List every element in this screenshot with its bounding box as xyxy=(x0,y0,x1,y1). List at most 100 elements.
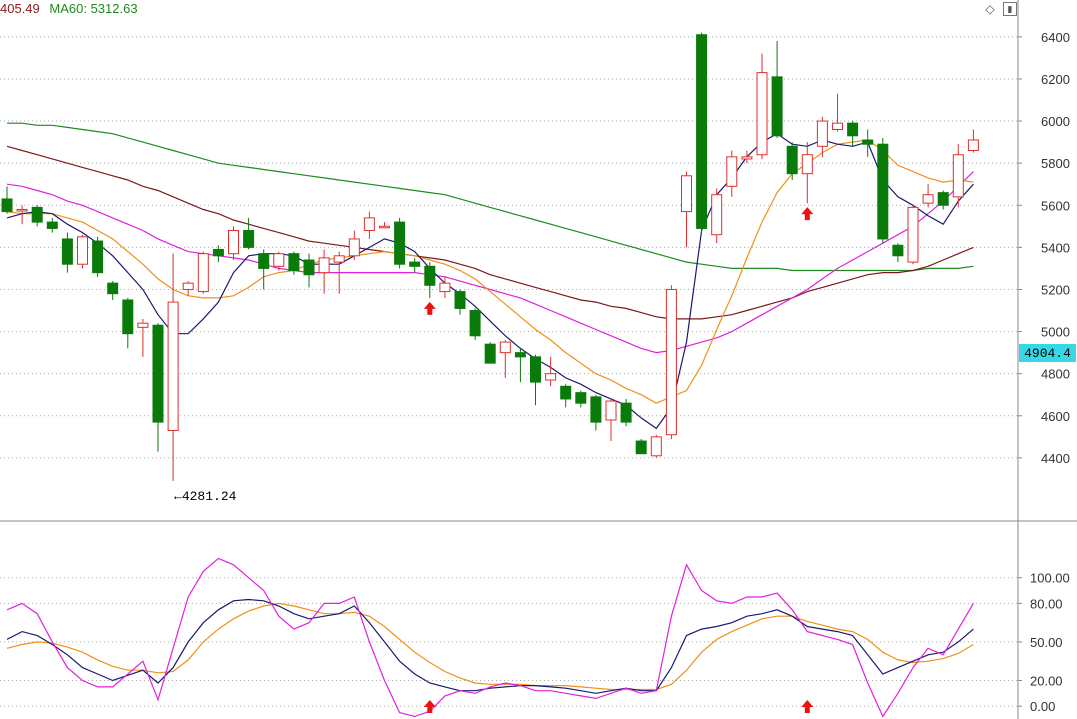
candle-down xyxy=(303,259,315,276)
price-tick-label: 5400 xyxy=(1041,240,1070,255)
candle-up xyxy=(605,400,617,421)
kdj-signal-arrow xyxy=(423,700,436,713)
candle-up xyxy=(348,238,360,257)
diamond-icon[interactable]: ◇ xyxy=(985,2,995,16)
candle-down xyxy=(696,34,708,229)
price-tick-label: 6200 xyxy=(1041,72,1070,87)
grid xyxy=(0,36,1018,707)
candle-down xyxy=(575,392,587,404)
candle-up xyxy=(756,72,768,156)
panel-toggle-icon[interactable]: ▮ xyxy=(1003,2,1017,16)
price-signal-arrow xyxy=(801,207,814,221)
candle-up xyxy=(167,301,179,432)
low-price-annotation: ←4281.24 xyxy=(174,489,237,504)
candle-up xyxy=(967,139,979,152)
candle-down xyxy=(424,265,436,286)
candle-down xyxy=(560,385,572,400)
candle-down xyxy=(937,192,949,206)
candle-up xyxy=(77,236,88,265)
candle-down xyxy=(620,402,632,423)
candle-up xyxy=(907,206,919,263)
ma60-line xyxy=(7,122,974,272)
kdj-tick-label: 80.00 xyxy=(1030,596,1063,611)
candle-up xyxy=(681,175,692,213)
low-price-value: 4281.24 xyxy=(181,489,237,504)
kdj-tick-label: 100.00 xyxy=(1030,571,1070,586)
candle-down xyxy=(1,198,13,213)
candle-down xyxy=(61,238,73,265)
candle-up xyxy=(741,156,753,160)
candle-down xyxy=(469,310,481,337)
candle-up xyxy=(711,194,723,236)
candle-up xyxy=(363,217,375,232)
candle-up xyxy=(273,253,285,267)
candle-down xyxy=(212,248,224,257)
moving-averages xyxy=(6,122,974,430)
price-tick-label: 4600 xyxy=(1041,409,1070,424)
ma30-line xyxy=(6,145,974,320)
ma20-line xyxy=(6,171,974,354)
candle-down xyxy=(258,253,270,269)
candle-down xyxy=(46,221,58,229)
price-tick-label: 5800 xyxy=(1041,156,1070,171)
kdj-tick-label: 50.00 xyxy=(1030,635,1063,650)
candle-down xyxy=(484,343,496,364)
candle-down xyxy=(107,282,119,295)
kdj-k-line xyxy=(6,598,974,694)
price-tick-label: 4400 xyxy=(1041,451,1070,466)
candle-down xyxy=(152,324,164,423)
kdj-j-line xyxy=(6,557,974,718)
price-tick-label: 6000 xyxy=(1041,114,1070,129)
candle-down xyxy=(409,261,421,267)
current-price-badge: 4904.4 xyxy=(1019,344,1076,362)
candle-up xyxy=(801,154,813,175)
candle-up xyxy=(665,288,677,436)
candle-down xyxy=(92,240,104,274)
candle-down xyxy=(454,291,466,309)
candle-up xyxy=(952,154,964,198)
ma5-line xyxy=(6,132,974,430)
candle-up xyxy=(137,322,149,328)
price-tick-label: 4800 xyxy=(1041,367,1070,382)
candle-up xyxy=(197,253,209,293)
kdj-tick-label: 0.00 xyxy=(1030,699,1055,714)
candle-up xyxy=(318,257,330,274)
candle-up xyxy=(816,120,828,147)
candle-up xyxy=(228,230,239,255)
ma60-value: MA60: 5312.63 xyxy=(49,1,138,16)
ma10-line xyxy=(6,139,974,404)
candle-down xyxy=(243,230,255,248)
candle-up xyxy=(379,225,390,229)
candle-up xyxy=(499,341,511,354)
price-tick-label: 5600 xyxy=(1041,198,1070,213)
candle-down xyxy=(122,299,134,335)
candle-down xyxy=(862,139,874,145)
price-signal-arrow xyxy=(423,301,436,315)
kdj-signal-arrow xyxy=(801,700,814,713)
price-tick-label: 6400 xyxy=(1041,30,1070,45)
price-tick-label: 5200 xyxy=(1041,282,1070,297)
candle-down xyxy=(635,440,647,455)
candle-up xyxy=(16,208,28,212)
candle-up xyxy=(832,122,843,130)
ma-truncated-value: 405.49 xyxy=(0,1,40,16)
chart-toolbar: ◇ ▮ xyxy=(983,2,1017,16)
candle-up xyxy=(439,282,451,293)
candle-down xyxy=(847,122,859,137)
candle-down xyxy=(771,76,783,137)
signal-arrows xyxy=(423,207,814,713)
price-tick-label: 5000 xyxy=(1041,325,1070,340)
ma-header: 405.49 MA60: 5312.63 xyxy=(0,1,144,16)
candle-up xyxy=(182,282,194,290)
kdj-indicator xyxy=(6,557,974,718)
candle-down xyxy=(288,253,300,272)
candle-down xyxy=(786,145,798,175)
candle-down xyxy=(892,244,904,257)
candle-down xyxy=(877,143,889,240)
candle-up xyxy=(545,373,557,381)
candle-down xyxy=(590,396,602,423)
kdj-d-line xyxy=(6,602,974,691)
candle-down xyxy=(394,221,406,265)
candle-up xyxy=(333,255,345,263)
